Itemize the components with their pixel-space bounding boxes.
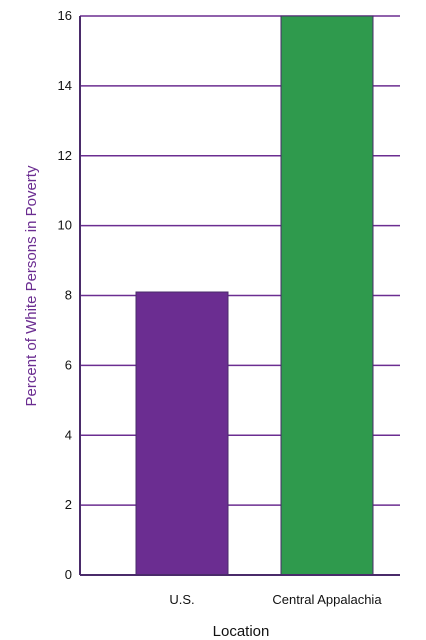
y-tick-label-5: 10 <box>58 218 72 233</box>
y-tick-label-8: 16 <box>58 8 72 23</box>
bar-central-appalachia <box>280 15 374 576</box>
y-axis-title: Percent of White Persons in Poverty <box>23 165 40 406</box>
y-tick-label-6: 12 <box>58 148 72 163</box>
y-tick-label-3: 6 <box>65 357 72 372</box>
bars-layer <box>135 15 374 576</box>
y-tick-label-1: 2 <box>65 497 72 512</box>
labels-layer: 0 2 4 6 8 10 12 14 16 U.S. Central Appalachia <box>58 8 383 607</box>
y-tick-label-0: 0 <box>65 567 72 582</box>
y-tick-label-2: 4 <box>65 427 72 442</box>
grid-layer <box>80 15 400 576</box>
x-tick-label-1: Central Appalachia <box>272 592 382 607</box>
y-tick-label-7: 14 <box>58 78 72 93</box>
bar-u-s- <box>135 291 229 576</box>
x-axis-title: Location <box>213 623 270 640</box>
x-tick-label-0: U.S. <box>169 592 194 607</box>
y-tick-label-4: 8 <box>65 288 72 303</box>
axes-layer <box>79 16 400 576</box>
